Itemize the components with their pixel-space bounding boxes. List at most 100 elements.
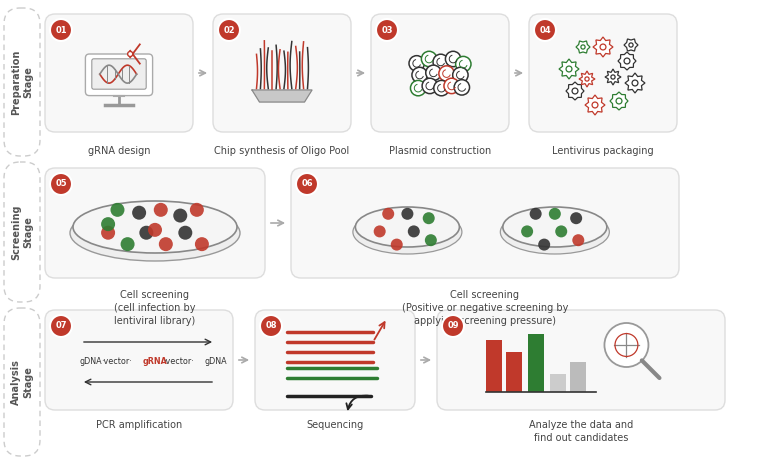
Circle shape (50, 173, 72, 195)
FancyBboxPatch shape (291, 168, 679, 278)
Text: gDNA: gDNA (205, 357, 227, 366)
Circle shape (539, 238, 550, 251)
Text: 06: 06 (301, 180, 313, 189)
Circle shape (442, 315, 464, 337)
Text: Analyze the data and
find out candidates: Analyze the data and find out candidates (529, 420, 633, 443)
Polygon shape (559, 59, 579, 79)
FancyBboxPatch shape (529, 14, 677, 132)
Circle shape (616, 98, 622, 104)
Text: Preparation
Stage: Preparation Stage (11, 49, 33, 115)
Text: PCR amplification: PCR amplification (96, 420, 182, 430)
FancyBboxPatch shape (4, 308, 40, 456)
Circle shape (195, 237, 209, 251)
Circle shape (632, 80, 638, 86)
Text: Lentivirus packaging: Lentivirus packaging (552, 146, 654, 156)
Circle shape (408, 226, 420, 237)
Circle shape (570, 212, 582, 224)
FancyBboxPatch shape (371, 14, 509, 132)
Polygon shape (625, 73, 645, 93)
Circle shape (611, 75, 615, 79)
Text: Analysis
Stage: Analysis Stage (11, 359, 33, 405)
Text: 07: 07 (55, 321, 67, 330)
Circle shape (422, 78, 438, 94)
Text: 09: 09 (448, 321, 459, 330)
Bar (529, 334, 545, 392)
Circle shape (50, 315, 72, 337)
Circle shape (148, 223, 162, 237)
Circle shape (190, 203, 203, 217)
Circle shape (566, 66, 572, 72)
Circle shape (173, 209, 187, 223)
Text: Chip synthesis of Oligo Pool: Chip synthesis of Oligo Pool (214, 146, 350, 156)
FancyBboxPatch shape (4, 162, 40, 302)
Circle shape (604, 323, 649, 367)
Circle shape (454, 80, 470, 95)
Circle shape (422, 51, 437, 67)
Text: 03: 03 (381, 26, 392, 35)
Text: 04: 04 (539, 26, 551, 35)
FancyBboxPatch shape (86, 54, 152, 96)
Text: ·vector·: ·vector· (163, 357, 194, 366)
Ellipse shape (73, 201, 237, 253)
Ellipse shape (353, 210, 462, 254)
Circle shape (132, 206, 146, 220)
Polygon shape (618, 52, 636, 70)
Polygon shape (576, 41, 590, 53)
Circle shape (581, 45, 585, 49)
Bar (551, 374, 566, 392)
FancyBboxPatch shape (213, 14, 351, 132)
Circle shape (549, 208, 561, 220)
Circle shape (159, 237, 173, 251)
Circle shape (425, 234, 437, 246)
Text: Cell screening
(Positive or negative screening by
applying screening pressure): Cell screening (Positive or negative scr… (402, 290, 568, 327)
Circle shape (296, 173, 318, 195)
Circle shape (110, 203, 125, 217)
Circle shape (391, 238, 402, 251)
Circle shape (439, 66, 454, 81)
Polygon shape (624, 39, 638, 51)
Circle shape (218, 19, 240, 41)
Circle shape (453, 67, 468, 82)
Circle shape (534, 19, 556, 41)
Circle shape (373, 226, 386, 237)
Circle shape (521, 226, 533, 237)
Circle shape (412, 67, 428, 82)
Bar (506, 352, 522, 392)
Circle shape (101, 217, 115, 231)
FancyBboxPatch shape (45, 14, 193, 132)
Circle shape (624, 58, 630, 64)
Circle shape (260, 315, 282, 337)
Circle shape (178, 226, 192, 240)
Circle shape (444, 78, 459, 94)
FancyBboxPatch shape (45, 168, 265, 278)
Circle shape (555, 226, 567, 237)
Bar (487, 340, 503, 392)
Ellipse shape (70, 205, 240, 261)
Text: Cell screening
(cell infection by
lentiviral library): Cell screening (cell infection by lentiv… (114, 290, 196, 327)
FancyBboxPatch shape (4, 8, 40, 156)
Circle shape (382, 208, 394, 220)
Text: 01: 01 (55, 26, 67, 35)
Text: Sequencing: Sequencing (306, 420, 363, 430)
Bar (571, 362, 587, 392)
Circle shape (128, 52, 133, 56)
FancyBboxPatch shape (45, 310, 233, 410)
Ellipse shape (500, 210, 610, 254)
Circle shape (376, 19, 398, 41)
Text: gRNA design: gRNA design (88, 146, 150, 156)
Polygon shape (579, 71, 595, 87)
Text: ·vector·: ·vector· (101, 357, 132, 366)
Polygon shape (605, 69, 621, 85)
Circle shape (402, 208, 413, 220)
Circle shape (529, 208, 542, 220)
Circle shape (409, 55, 425, 71)
Text: 08: 08 (265, 321, 277, 330)
FancyBboxPatch shape (92, 59, 146, 89)
Text: 02: 02 (223, 26, 235, 35)
Polygon shape (610, 92, 628, 110)
Text: Plasmid construction: Plasmid construction (389, 146, 491, 156)
FancyBboxPatch shape (437, 310, 725, 410)
Text: gDNA: gDNA (80, 357, 103, 366)
Circle shape (572, 88, 578, 94)
Polygon shape (585, 95, 605, 115)
